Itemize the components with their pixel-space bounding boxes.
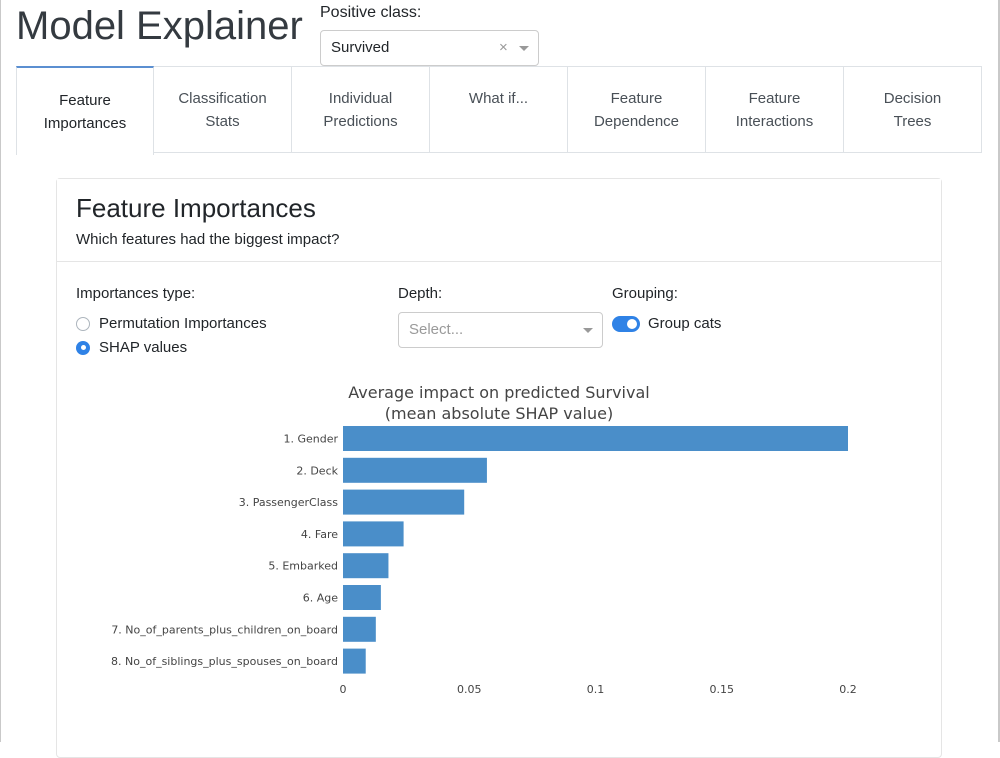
tab-label: What if... (468, 90, 529, 107)
card-title: Feature Importances (76, 193, 316, 223)
importances-type-label: Importances type: (76, 285, 196, 302)
card-header: Feature Importances Which features had t… (57, 179, 941, 262)
app-title: Model Explainer (16, 4, 303, 48)
tab-classification-stats[interactable]: Classification Stats (154, 66, 292, 153)
window-right-edge (998, 0, 1000, 742)
chevron-down-icon[interactable] (583, 328, 593, 333)
feature-importances-card: Feature Importances Which features had t… (56, 178, 942, 758)
radio-label[interactable]: SHAP values (99, 339, 188, 356)
positive-class-value: Survived (331, 39, 390, 56)
tab-label: Feature Dependence (593, 90, 680, 130)
tab-label: Feature Interactions (735, 90, 814, 130)
tab-bar: Feature Importances Classification Stats… (16, 66, 982, 155)
depth-label: Depth: (398, 285, 443, 302)
tab-decision-trees[interactable]: Decision Trees (844, 66, 982, 153)
group-cats-toggle[interactable] (612, 315, 640, 332)
grouping-label: Grouping: (612, 285, 678, 302)
tab-feature-interactions[interactable]: Feature Interactions (706, 66, 844, 153)
positive-class-label: Positive class: (320, 4, 422, 21)
radio-circle-checked[interactable] (76, 340, 90, 355)
clear-icon[interactable]: × (499, 39, 508, 56)
tab-label: Decision Trees (883, 90, 942, 130)
depth-select[interactable]: Select... (398, 312, 603, 348)
tab-divider (154, 152, 982, 153)
tab-feature-importances[interactable]: Feature Importances (16, 66, 154, 155)
tab-label: Classification Stats (178, 90, 267, 130)
group-cats-toggle-row[interactable]: Group cats (612, 315, 721, 332)
tab-label: Feature Importances (43, 92, 127, 132)
card-subtitle: Which features had the biggest impact? (76, 231, 340, 248)
chevron-down-icon[interactable] (519, 46, 529, 51)
depth-placeholder: Select... (409, 321, 464, 338)
tab-label: Individual Predictions (323, 90, 398, 130)
radio-circle[interactable] (76, 316, 90, 331)
toggle-label[interactable]: Group cats (648, 315, 722, 332)
tab-feature-dependence[interactable]: Feature Dependence (568, 66, 706, 153)
radio-permutation-importances[interactable]: Permutation Importances (76, 315, 267, 332)
radio-shap-values[interactable]: SHAP values (76, 339, 187, 356)
positive-class-select[interactable]: Survived × (320, 30, 539, 66)
tab-individual-predictions[interactable]: Individual Predictions (292, 66, 430, 153)
window-left-edge (0, 0, 1, 742)
radio-label[interactable]: Permutation Importances (99, 315, 267, 332)
tab-what-if[interactable]: What if... (430, 66, 568, 153)
